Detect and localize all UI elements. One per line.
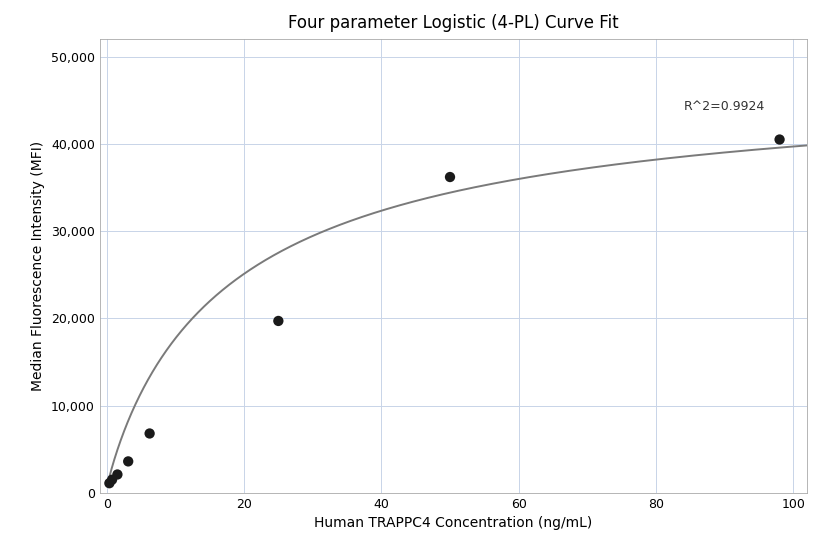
Point — [121, 457, 135, 466]
Point — [143, 429, 156, 438]
Title: Four parameter Logistic (4-PL) Curve Fit: Four parameter Logistic (4-PL) Curve Fit — [288, 14, 619, 32]
Point — [111, 470, 124, 479]
Text: R^2=0.9924: R^2=0.9924 — [684, 100, 765, 113]
Point — [106, 475, 119, 484]
Y-axis label: Median Fluorescence Intensity (MFI): Median Fluorescence Intensity (MFI) — [32, 141, 46, 391]
Point — [102, 479, 116, 488]
Point — [272, 316, 285, 325]
Point — [443, 172, 457, 181]
Point — [773, 135, 786, 144]
X-axis label: Human TRAPPC4 Concentration (ng/mL): Human TRAPPC4 Concentration (ng/mL) — [314, 516, 592, 530]
